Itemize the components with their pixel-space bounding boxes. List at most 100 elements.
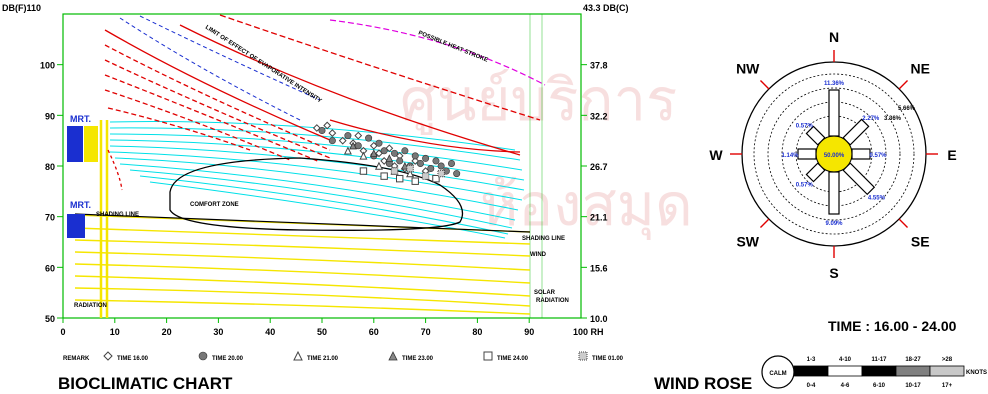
point-s3-2 [385, 154, 394, 162]
x-tick-label-7: 70 [421, 327, 431, 337]
wind-rose-title: WIND ROSE [654, 374, 752, 393]
point-s1-13 [411, 152, 419, 160]
rose-dir-sw: SW [736, 233, 759, 249]
rose-value-se: 4.55% [868, 195, 886, 201]
rose-value-n: 11.36% [824, 81, 845, 87]
legend-symbol-5 [578, 351, 588, 361]
scale-top-range-2: 11-17 [871, 357, 887, 363]
point-s0-1 [323, 121, 332, 130]
watermark-line-1: ศูนย์บริการ [400, 66, 677, 135]
right-tick-label-0: 10.0 [590, 314, 608, 324]
scale-bottom-range-3: 10-17 [905, 383, 921, 389]
mrt-top-label: MRT. [70, 114, 91, 124]
shading-line-left-label: SHADING LINE [96, 212, 139, 218]
point-s1-18 [437, 162, 445, 170]
shading-line-right-label: SHADING LINE [522, 236, 565, 242]
point-s1-11 [401, 147, 409, 155]
evap-limit-label: LIMIT OF EFFECT OF EVAPORATIVE INTENSITY [204, 25, 323, 105]
rose-spoke-sw [759, 218, 770, 229]
point-s3-0 [349, 141, 357, 150]
wind-label: WIND [530, 252, 547, 258]
point-s2-1 [359, 151, 368, 160]
rh-grid [529, 14, 543, 318]
left-tick-label-5: 100 [40, 61, 55, 71]
right-axis-top-label: 43.3 DB(C) [583, 3, 629, 13]
legend-symbol-0 [103, 351, 113, 361]
right-tick-label-1: 15.6 [590, 263, 608, 273]
point-s1-0 [318, 127, 326, 135]
rose-dir-n: N [829, 29, 839, 45]
rose-dir-s: S [829, 265, 838, 281]
x-axis-ticks: 0 10 20 30 40 50 60 70 80 90 100 RH [60, 318, 604, 337]
scale-segment-1 [827, 365, 863, 377]
rose-ring-1 [753, 73, 915, 235]
scale-top-range-4: >28 [942, 357, 953, 363]
legend-label-2: TIME 21.00 [307, 356, 339, 362]
point-s5-2 [421, 172, 430, 180]
rose-petal-sw [805, 162, 826, 183]
left-tick-label-2: 70 [45, 213, 55, 223]
point-s1-17 [432, 157, 440, 165]
point-s4-3 [411, 177, 419, 185]
speed-scale: CALM 1-3 4-10 11-17 18-27 >28 0-4 4-6 6-10 10-17 1… [761, 355, 987, 389]
legend-label-5: TIME 01.00 [592, 356, 624, 362]
point-s5-3 [437, 169, 445, 178]
mrt-bottom-label: MRT. [70, 200, 91, 210]
left-axis-top-label: DB(F)110 [2, 3, 41, 13]
scale-segment-0 [793, 365, 829, 377]
left-tick-label-3: 80 [45, 162, 55, 172]
point-s0-10 [385, 144, 394, 153]
rose-dir-se: SE [911, 233, 930, 249]
wind-rose-time-label: TIME : 16.00 - 24.00 [828, 318, 957, 334]
right-tick-label-4: 32.2 [590, 111, 608, 121]
rose-petal-nw [805, 125, 826, 146]
legend-label-1: TIME 20.00 [212, 356, 244, 362]
x-tick-label-3: 30 [213, 327, 223, 337]
point-s0-14 [411, 157, 420, 165]
rose-dir-nw: NW [736, 61, 760, 77]
heat-stroke-curve [329, 19, 546, 86]
rose-ring-4 [795, 115, 873, 193]
rose-petal-ne [842, 118, 870, 146]
x-tick-label-0: 0 [60, 327, 65, 337]
point-s2-4 [406, 169, 415, 178]
shading-line [74, 213, 531, 233]
x-tick-label-5: 50 [317, 327, 327, 337]
right-tick-label-2: 21.1 [590, 213, 608, 223]
point-s4-4 [432, 174, 440, 183]
point-s0-0 [312, 124, 321, 132]
point-s3-1 [369, 149, 378, 157]
wind-lines [74, 120, 531, 318]
point-s1-16 [427, 165, 435, 173]
point-s0-9 [380, 157, 389, 165]
scatter-points [312, 121, 461, 185]
legend-symbol-4 [483, 351, 493, 361]
legend-label-4: TIME 24.00 [497, 356, 529, 362]
point-s4-1 [380, 172, 388, 180]
left-tick-label-4: 90 [45, 111, 55, 121]
rose-value-nw: 0.57% [796, 123, 814, 129]
point-s1-15 [422, 154, 430, 162]
point-s0-5 [354, 131, 363, 140]
scale-bottom-range-0: 0-4 [807, 383, 816, 389]
legend: REMARK TIME 16.00 TIME 20.00 TIME 21.00 TIME… [63, 350, 624, 362]
point-s1-7 [380, 147, 388, 155]
rose-spoke-nw [759, 79, 770, 90]
x-axis-end-label: 100 RH [573, 327, 604, 337]
legend-prefix: REMARK [63, 356, 90, 362]
rose-spoke-se [898, 218, 909, 229]
radiation-label: RADIATION [74, 303, 107, 309]
mrt-blocks [67, 126, 85, 238]
heat-stroke-label: POSSIBLE HEAT STROKE [417, 30, 488, 64]
rose-spoke-ne [898, 79, 909, 90]
left-tick-label-0: 50 [45, 314, 55, 324]
scale-unit: KNOTS [966, 370, 987, 376]
upper-limit-curves [119, 15, 321, 121]
legend-label-3: TIME 23.00 [402, 356, 434, 362]
legend-label-0: TIME 16.00 [117, 356, 149, 362]
rose-petal-n [828, 89, 840, 137]
right-tick-label-3: 26.7 [590, 162, 608, 172]
rose-dir-ne: NE [911, 61, 930, 77]
scale-segment-2 [861, 365, 897, 377]
x-tick-label-8: 80 [472, 327, 482, 337]
